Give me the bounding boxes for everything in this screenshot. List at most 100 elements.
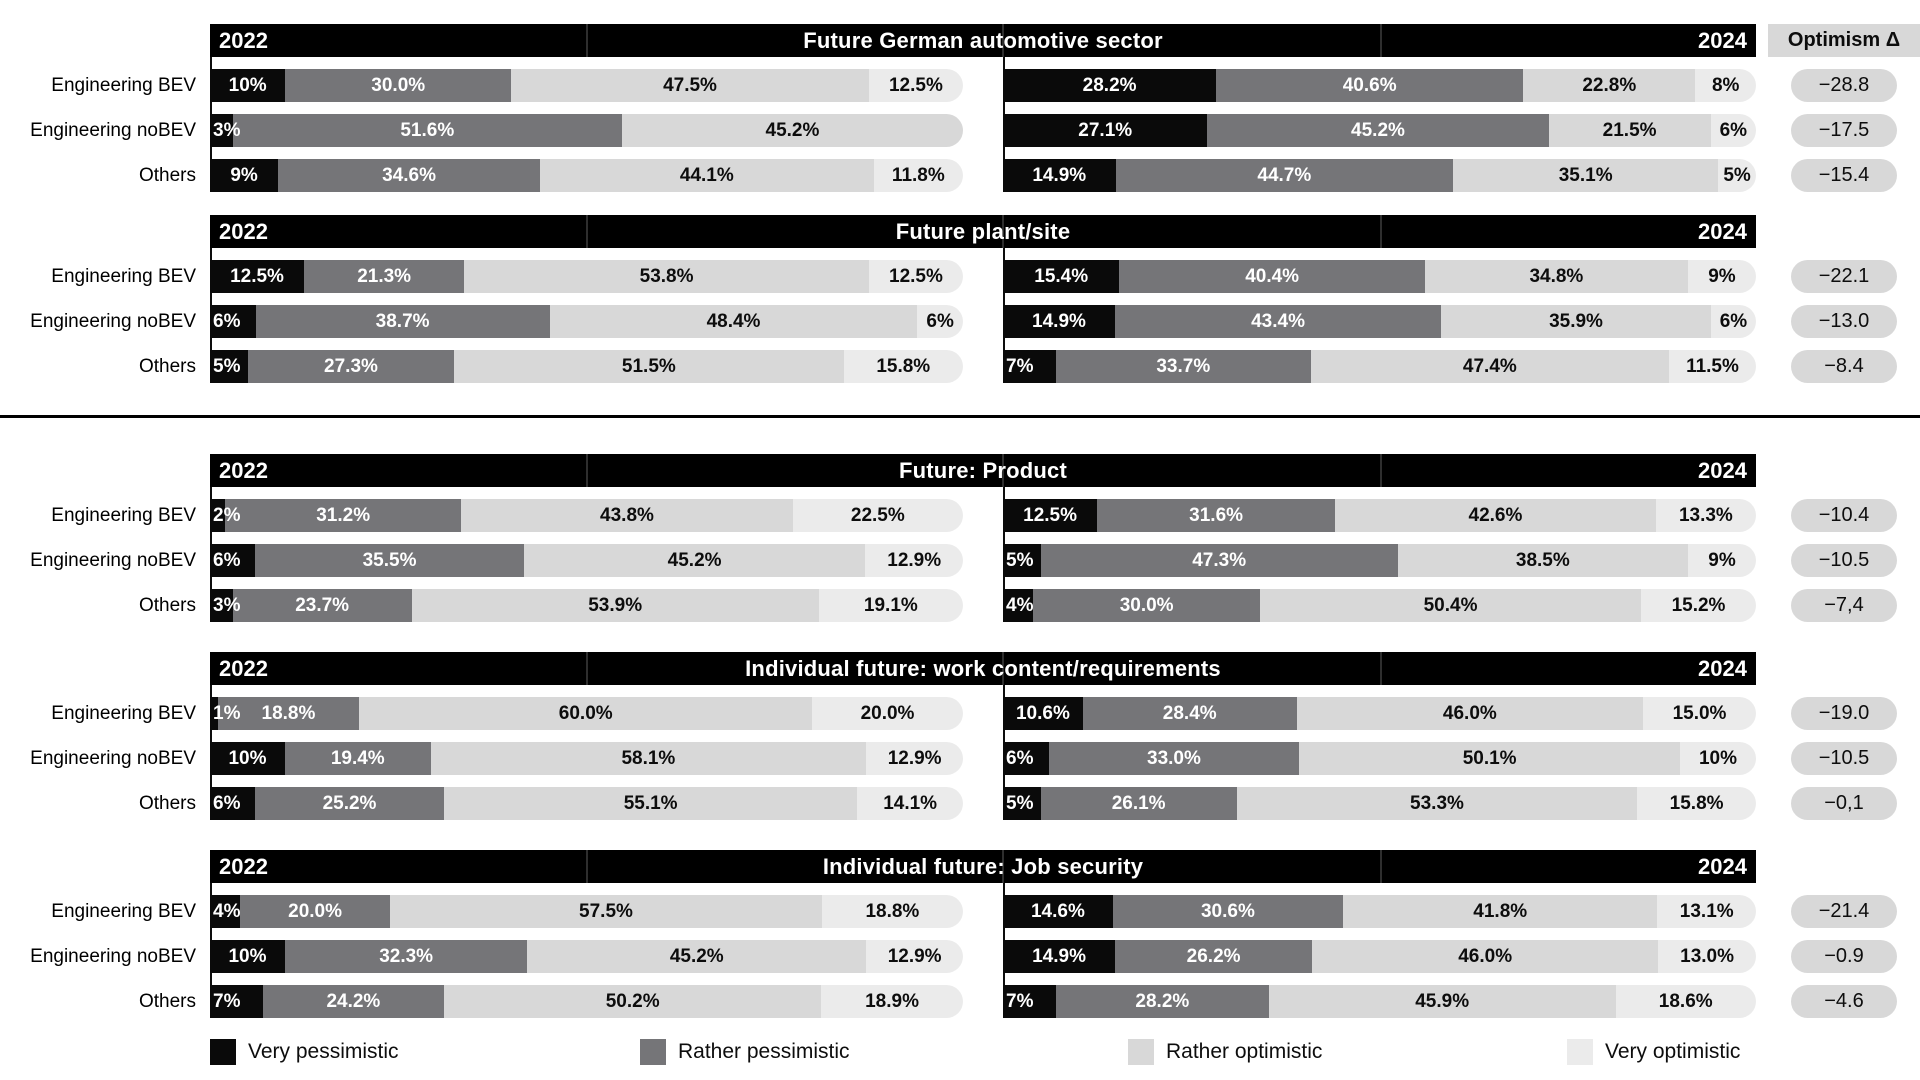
chart-block: 2022 Future German automotive sector 2024 E… bbox=[0, 24, 1920, 192]
stacked-bar-2022: 3% 51.6% 45.2% bbox=[210, 114, 963, 147]
stacked-bar-2022: 6% 35.5% 45.2% 12.9% bbox=[210, 544, 963, 577]
bar-segment-very-optimistic: 6% bbox=[1710, 305, 1756, 338]
legend-label: Rather optimistic bbox=[1166, 1039, 1323, 1063]
row-label: Others bbox=[138, 164, 196, 186]
chart-block: 2022 Future plant/site 2024 Engineering BEV… bbox=[0, 215, 1920, 383]
segment-value-label: 11.5% bbox=[1686, 355, 1739, 377]
bar-segment-rather-optimistic: 53.3% bbox=[1236, 787, 1638, 820]
bar-segment-rather-optimistic: 21.5% bbox=[1548, 114, 1711, 147]
stacked-bar-2024: 5% 47.3% 38.5% 9% bbox=[1003, 544, 1756, 577]
bar-segment-rather-optimistic: 42.6% bbox=[1335, 499, 1656, 532]
segment-value-label: 50.4% bbox=[1423, 594, 1478, 616]
delta-cell: −0,1 bbox=[1768, 787, 1920, 820]
row-label: Others bbox=[138, 792, 196, 814]
bar-row: Engineering BEV 10% 30.0% 47.5% 12.5% 28.2% 40… bbox=[0, 69, 1920, 102]
bar-segment-very-pessimistic: 3% bbox=[210, 114, 240, 147]
bar-segment-rather-pessimistic: 38.7% bbox=[255, 305, 550, 338]
segment-value-label: 34.8% bbox=[1529, 265, 1584, 287]
segment-value-label: 46.0% bbox=[1442, 702, 1497, 724]
bar-segment-rather-pessimistic: 18.8% bbox=[217, 697, 360, 730]
bar-segment-very-pessimistic: 14.9% bbox=[1003, 305, 1115, 338]
segment-value-label: 10.6% bbox=[1015, 702, 1070, 724]
bar-segment-very-optimistic: 18.9% bbox=[821, 985, 963, 1018]
year-left-label: 2022 bbox=[219, 218, 268, 244]
header-gridline-seam bbox=[586, 215, 588, 248]
block-header: 2022 Individual future: work content/requ… bbox=[210, 652, 1756, 685]
bar-segment-rather-optimistic: 46.0% bbox=[1296, 697, 1644, 730]
block-header: 2022 Individual future: Job security 2024 bbox=[210, 850, 1756, 883]
segment-value-label: 22.8% bbox=[1582, 74, 1637, 96]
year-right-label: 2024 bbox=[1698, 218, 1747, 244]
segment-value-label: 14.6% bbox=[1030, 900, 1085, 922]
bar-segment-rather-pessimistic: 32.3% bbox=[285, 940, 528, 973]
segment-value-label: 15.0% bbox=[1672, 702, 1727, 724]
optimism-delta-pill: −7,4 bbox=[1791, 589, 1897, 622]
header-left-spacer bbox=[0, 850, 210, 883]
year-left-label: 2022 bbox=[219, 853, 268, 879]
segment-value-label: 6% bbox=[213, 792, 241, 814]
segment-value-label: 43.8% bbox=[600, 504, 654, 526]
segment-value-label: 42.6% bbox=[1468, 504, 1523, 526]
stacked-bar-2024: 28.2% 40.6% 22.8% 8% bbox=[1003, 69, 1756, 102]
bar-segment-very-pessimistic: 10% bbox=[210, 940, 285, 973]
bar-segment-very-optimistic: 18.6% bbox=[1615, 985, 1756, 1018]
row-label: Others bbox=[138, 990, 196, 1012]
stacked-bar-2022: 5% 27.3% 51.5% 15.8% bbox=[210, 350, 963, 383]
stacked-bar-2024: 7% 33.7% 47.4% 11.5% bbox=[1003, 350, 1756, 383]
bar-segment-rather-pessimistic: 30.6% bbox=[1112, 895, 1344, 928]
stacked-bar-2022: 2% 31.2% 43.8% 22.5% bbox=[210, 499, 963, 532]
bar-segment-rather-optimistic: 44.1% bbox=[539, 159, 874, 192]
bar-row: Engineering BEV 2% 31.2% 43.8% 22.5% 12.5% 31.… bbox=[0, 499, 1920, 532]
row-label: Others bbox=[138, 355, 196, 377]
segment-value-label: 48.4% bbox=[706, 310, 761, 332]
segment-value-label: 14.9% bbox=[1032, 945, 1086, 967]
segment-value-label: 35.5% bbox=[362, 549, 417, 571]
year-right-label: 2024 bbox=[1698, 27, 1747, 53]
header-left-spacer bbox=[0, 454, 210, 487]
segment-value-label: 6% bbox=[1719, 119, 1748, 141]
optimism-delta-pill: −10.5 bbox=[1791, 742, 1897, 775]
delta-cell: −4.6 bbox=[1768, 985, 1920, 1018]
segment-value-label: 47.4% bbox=[1462, 355, 1517, 377]
segment-value-label: 31.6% bbox=[1189, 504, 1244, 526]
bar-segment-very-optimistic: 10% bbox=[1679, 742, 1756, 775]
segment-value-label: 20.0% bbox=[288, 900, 343, 922]
block-header: 2022 Future German automotive sector 2024 bbox=[210, 24, 1756, 57]
bar-segment-rather-optimistic: 22.8% bbox=[1523, 69, 1696, 102]
optimism-delta-header-label: Optimism Δ bbox=[1787, 29, 1901, 51]
legend-swatch-rather-optimistic bbox=[1128, 1038, 1154, 1065]
year-left-label: 2022 bbox=[219, 655, 268, 681]
bar-segment-rather-optimistic: 47.5% bbox=[511, 69, 869, 102]
segment-value-label: 51.6% bbox=[400, 119, 455, 141]
bar-segment-very-optimistic: 13.3% bbox=[1655, 499, 1756, 532]
bar-segment-very-optimistic: 20.0% bbox=[812, 697, 963, 730]
row-label: Engineering BEV bbox=[51, 74, 196, 96]
segment-value-label: 18.8% bbox=[865, 900, 920, 922]
bar-segment-very-pessimistic: 10.6% bbox=[1003, 697, 1083, 730]
segment-value-label: 21.5% bbox=[1602, 119, 1657, 141]
delta-cell: −10.5 bbox=[1768, 544, 1920, 577]
optimism-delta-value: −4.6 bbox=[1824, 990, 1864, 1012]
segment-value-label: 27.3% bbox=[324, 355, 378, 377]
bar-segment-very-optimistic: 5% bbox=[1718, 159, 1756, 192]
optimism-delta-value: −0,1 bbox=[1824, 792, 1864, 814]
bar-segment-rather-optimistic: 41.8% bbox=[1343, 895, 1658, 928]
segment-value-label: 50.1% bbox=[1462, 747, 1517, 769]
segment-value-label: 60.0% bbox=[558, 702, 613, 724]
header-gridline-seam bbox=[586, 24, 588, 57]
segment-value-label: 51.5% bbox=[621, 355, 676, 377]
bar-segment-very-pessimistic: 7% bbox=[1003, 350, 1056, 383]
bar-segment-very-optimistic: 19.1% bbox=[818, 589, 963, 622]
header-gridline-seam bbox=[1002, 24, 1004, 57]
delta-cell: −8.4 bbox=[1768, 350, 1920, 383]
bar-segment-rather-optimistic: 46.0% bbox=[1312, 940, 1659, 973]
bar-segment-very-pessimistic: 27.1% bbox=[1003, 114, 1208, 147]
optimism-delta-pill: −0.9 bbox=[1791, 940, 1897, 973]
stacked-bar-2024: 14.9% 26.2% 46.0% 13.0% bbox=[1003, 940, 1756, 973]
bar-segment-rather-optimistic: 38.5% bbox=[1397, 544, 1689, 577]
segment-value-label: 45.2% bbox=[1351, 119, 1405, 141]
optimism-delta-pill: −15.4 bbox=[1791, 159, 1897, 192]
optimism-delta-value: −0.9 bbox=[1824, 945, 1864, 967]
bar-row: Engineering BEV 1% 18.8% 60.0% 20.0% 10.6% 28.… bbox=[0, 697, 1920, 730]
segment-value-label: 53.9% bbox=[588, 594, 643, 616]
